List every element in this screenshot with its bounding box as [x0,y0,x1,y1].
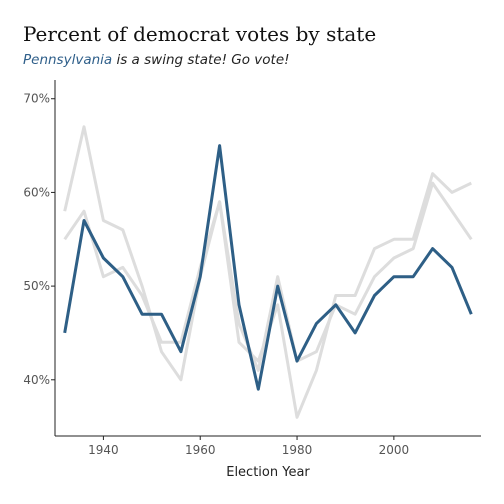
series-lines [63,125,473,419]
x-axis-ticks: 1940 1960 1980 2000 [88,436,409,457]
series-line-pennsylvania [63,144,473,391]
x-axis-title: Election Year [226,465,310,480]
x-tick-label: 2000 [379,443,410,457]
chart-title: Percent of democrat votes by state [23,22,377,46]
x-tick-label: 1980 [282,443,313,457]
y-axis-ticks: 40% 50% 60% 70% [23,92,55,387]
x-tick-label: 1940 [88,443,119,457]
y-tick-label: 70% [23,92,50,106]
chart-subtitle: Pennsylvania is a swing state! Go vote! [23,52,290,68]
subtitle-highlight: Pennsylvania [23,52,113,68]
y-tick-label: 50% [23,279,50,293]
series-line-state-3 [63,181,473,372]
y-tick-label: 60% [23,185,50,199]
subtitle-text: is a swing state! Go vote! [116,52,290,68]
x-tick-label: 1960 [185,443,216,457]
y-tick-label: 40% [23,373,50,387]
